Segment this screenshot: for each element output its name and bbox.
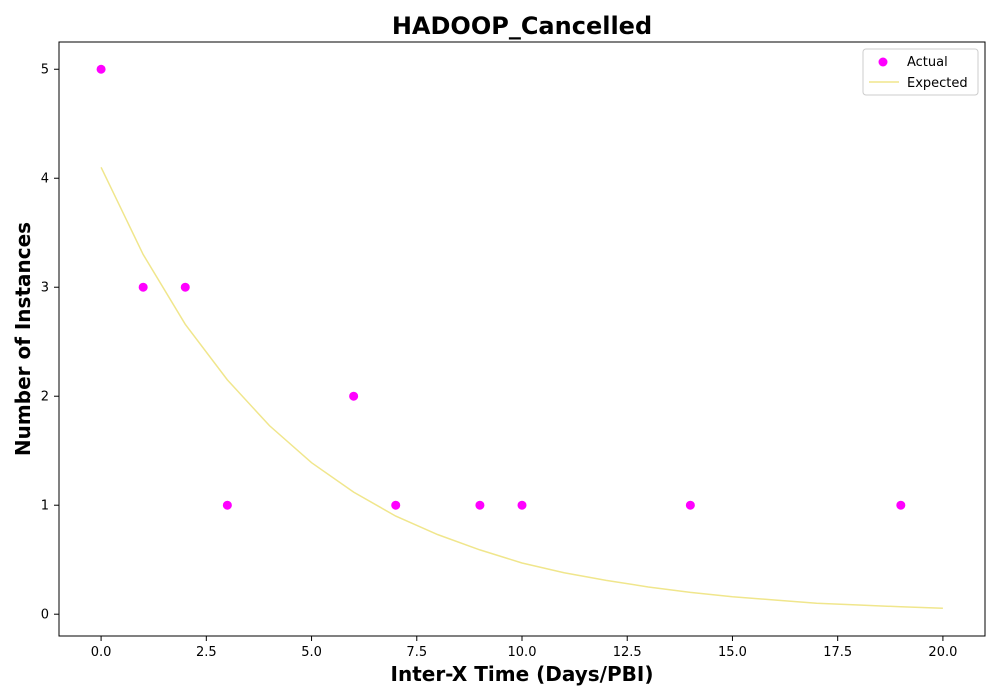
x-tick-label: 17.5 bbox=[823, 645, 852, 660]
data-point-actual bbox=[896, 500, 906, 510]
data-point-actual bbox=[517, 500, 527, 510]
data-point-actual bbox=[349, 391, 359, 401]
y-tick-label: 1 bbox=[41, 499, 49, 514]
data-point-actual bbox=[685, 500, 695, 510]
y-tick-label: 0 bbox=[41, 608, 49, 623]
y-tick-label: 4 bbox=[41, 172, 49, 187]
x-tick-label: 12.5 bbox=[613, 645, 642, 660]
y-tick-label: 5 bbox=[41, 63, 49, 78]
legend-expected-label: Expected bbox=[907, 76, 968, 91]
x-tick-label: 2.5 bbox=[196, 645, 217, 660]
data-point-actual bbox=[96, 64, 106, 74]
legend-actual-marker bbox=[878, 57, 888, 67]
x-tick-label: 15.0 bbox=[718, 645, 747, 660]
x-tick-label: 10.0 bbox=[508, 645, 537, 660]
x-tick-label: 7.5 bbox=[406, 645, 427, 660]
legend: Actual Expected bbox=[862, 48, 979, 96]
x-tick-label: 20.0 bbox=[928, 645, 957, 660]
chart-title: HADOOP_Cancelled bbox=[392, 12, 652, 40]
data-point-actual bbox=[475, 500, 485, 510]
plot-frame bbox=[58, 41, 986, 637]
data-point-actual bbox=[180, 282, 190, 292]
series-line-expected bbox=[100, 167, 943, 609]
data-point-actual bbox=[222, 500, 232, 510]
y-tick-label: 3 bbox=[41, 281, 49, 296]
x-tick-label: 5.0 bbox=[301, 645, 322, 660]
legend-actual-label: Actual bbox=[907, 55, 948, 70]
plot-area: 0.0 2.5 5.0 7.5 10.0 12.5 15.0 17.5 20.0 0 1 2 3 4 5 bbox=[41, 41, 986, 660]
legend-box bbox=[862, 48, 979, 96]
y-axis-label: Number of Instances bbox=[11, 222, 35, 456]
x-axis-label: Inter-X Time (Days/PBI) bbox=[391, 662, 654, 686]
x-tick-label: 0.0 bbox=[91, 645, 112, 660]
data-point-actual bbox=[391, 500, 401, 510]
y-tick-label: 2 bbox=[41, 390, 49, 405]
data-point-actual bbox=[138, 282, 148, 292]
